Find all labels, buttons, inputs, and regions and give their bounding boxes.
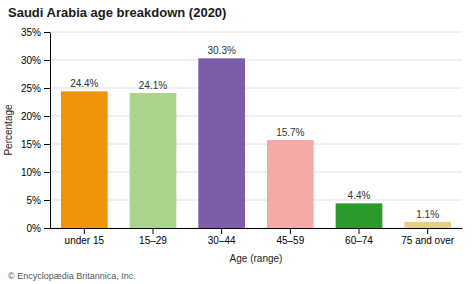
x-axis-line — [51, 228, 463, 229]
x-tick-label: 75 and over — [401, 235, 454, 246]
y-tick-mark — [44, 228, 50, 229]
y-axis: 0% 5% 10% 15% 20% 25% 30% 35% — [21, 27, 51, 234]
grid-line — [50, 172, 462, 173]
x-tick-label: 45–59 — [276, 235, 304, 246]
data-label: 30.3% — [207, 45, 235, 56]
title: Saudi Arabia age breakdown (2020) — [8, 5, 226, 20]
x-tick: 60–74 — [345, 228, 373, 246]
data-label: 24.1% — [139, 80, 167, 91]
data-labels: 24.4% 24.1% 30.3% 15.7% 4.4% 1.1% — [70, 45, 439, 220]
y-tick-mark — [44, 88, 50, 89]
x-tick-label: under 15 — [65, 235, 105, 246]
y-tick-mark — [44, 172, 50, 173]
y-tick-label: 5% — [27, 195, 42, 206]
plot: 24.4% 24.1% 30.3% 15.7% 4.4% 1.1% under 15 15–2… — [21, 27, 463, 246]
bar — [198, 58, 245, 228]
y-tick: 10% — [21, 167, 50, 178]
y-axis-line — [50, 33, 51, 229]
bar — [404, 222, 451, 228]
data-label: 4.4% — [348, 190, 371, 201]
grid-line — [50, 88, 462, 89]
x-tick: 30–44 — [208, 228, 236, 246]
data-label: 1.1% — [416, 209, 439, 220]
x-tick: 45–59 — [276, 228, 304, 246]
x-tick-mark — [153, 228, 154, 234]
y-tick: 5% — [27, 195, 50, 206]
bar — [336, 203, 383, 228]
x-tick-label: 30–44 — [208, 235, 236, 246]
y-tick: 35% — [21, 27, 50, 38]
footer: © Encyclopædia Britannica, Inc. — [8, 271, 136, 281]
data-label: 15.7% — [276, 127, 304, 138]
y-axis-title: Percentage — [3, 104, 14, 156]
y-tick: 30% — [21, 55, 50, 66]
x-tick-label: 60–74 — [345, 235, 373, 246]
grid — [50, 32, 462, 228]
x-tick-mark — [427, 228, 428, 234]
grid-line — [50, 116, 462, 117]
y-tick-label: 10% — [21, 167, 41, 178]
y-tick-label: 25% — [21, 83, 41, 94]
y-tick: 25% — [21, 83, 50, 94]
x-tick: 15–29 — [139, 228, 167, 246]
x-axis-title: Age (range) — [230, 253, 283, 264]
x-tick-mark — [359, 228, 360, 234]
grid-line — [50, 32, 462, 33]
y-tick: 15% — [21, 139, 50, 150]
y-tick-label: 15% — [21, 139, 41, 150]
x-tick: 75 and over — [401, 228, 454, 246]
x-tick: under 15 — [65, 228, 105, 246]
x-tick-mark — [221, 228, 222, 234]
y-tick-mark — [44, 144, 50, 145]
y-tick-mark — [44, 116, 50, 117]
y-tick-label: 0% — [27, 223, 42, 234]
x-tick-label: 15–29 — [139, 235, 167, 246]
bar — [61, 91, 108, 228]
bar — [130, 93, 177, 228]
grid-line — [50, 200, 462, 201]
data-label: 24.4% — [70, 78, 98, 89]
x-tick-mark — [290, 228, 291, 234]
y-tick-label: 35% — [21, 27, 41, 38]
x-axis: under 15 15–29 30–44 45–59 60–74 75 and over — [51, 228, 463, 246]
y-tick: 20% — [21, 111, 50, 122]
grid-line — [50, 60, 462, 61]
chart: Saudi Arabia age breakdown (2020)24.4%24… — [0, 0, 474, 284]
y-tick-label: 20% — [21, 111, 41, 122]
y-tick-label: 30% — [21, 55, 41, 66]
grid-line — [50, 228, 462, 229]
bar — [267, 140, 314, 228]
grid-line — [50, 144, 462, 145]
y-tick-mark — [44, 60, 50, 61]
y-tick: 0% — [27, 223, 50, 234]
x-tick-mark — [84, 228, 85, 234]
y-tick-mark — [44, 200, 50, 201]
bars — [61, 58, 451, 228]
y-tick-mark — [44, 32, 50, 33]
